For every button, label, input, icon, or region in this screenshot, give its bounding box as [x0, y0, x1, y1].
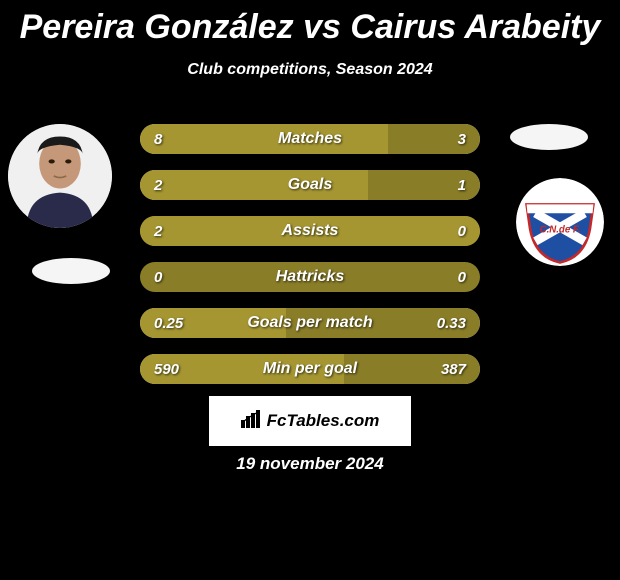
player-right-avatar	[510, 124, 588, 150]
stat-val-left: 2	[154, 177, 162, 194]
footer-logo-text: FcTables.com	[267, 411, 380, 431]
stat-val-right: 1	[458, 177, 466, 194]
stat-label: Hattricks	[276, 268, 344, 286]
stat-row-hattricks: 0 Hattricks 0	[140, 262, 480, 292]
stat-bar-left	[140, 124, 388, 154]
stat-row-assists: 2 Assists 0	[140, 216, 480, 246]
stat-val-right: 3	[458, 131, 466, 148]
stat-val-left: 2	[154, 223, 162, 240]
stat-row-matches: 8 Matches 3	[140, 124, 480, 154]
stats-container: 8 Matches 3 2 Goals 1 2 Assists 0 0 Hatt…	[140, 124, 480, 400]
svg-text:C.N.de F.: C.N.de F.	[540, 225, 581, 236]
bar-chart-icon	[241, 410, 261, 433]
stat-row-goals: 2 Goals 1	[140, 170, 480, 200]
stat-label: Goals per match	[247, 314, 372, 332]
stat-label: Goals	[288, 176, 332, 194]
stat-val-left: 0.25	[154, 315, 183, 332]
stat-val-right: 387	[441, 361, 466, 378]
stat-label: Matches	[278, 130, 342, 148]
stat-row-goals-per-match: 0.25 Goals per match 0.33	[140, 308, 480, 338]
team-left-logo	[32, 258, 110, 284]
stat-label: Min per goal	[263, 360, 357, 378]
stat-bar-right	[388, 124, 480, 154]
stat-val-left: 590	[154, 361, 179, 378]
stat-val-left: 0	[154, 269, 162, 286]
stat-label: Assists	[282, 222, 339, 240]
stat-val-right: 0.33	[437, 315, 466, 332]
stat-bar-left	[140, 170, 368, 200]
team-right-logo: C.N.de F.	[516, 178, 604, 266]
stat-val-left: 8	[154, 131, 162, 148]
stat-row-min-per-goal: 590 Min per goal 387	[140, 354, 480, 384]
date-text: 19 november 2024	[0, 454, 620, 474]
player-left-avatar	[8, 124, 112, 228]
subtitle: Club competitions, Season 2024	[0, 61, 620, 79]
page-title: Pereira González vs Cairus Arabeity	[0, 0, 620, 47]
footer-logo[interactable]: FcTables.com	[209, 396, 411, 446]
stat-val-right: 0	[458, 269, 466, 286]
stat-val-right: 0	[458, 223, 466, 240]
